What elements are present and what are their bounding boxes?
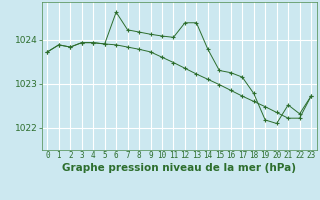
- X-axis label: Graphe pression niveau de la mer (hPa): Graphe pression niveau de la mer (hPa): [62, 163, 296, 173]
